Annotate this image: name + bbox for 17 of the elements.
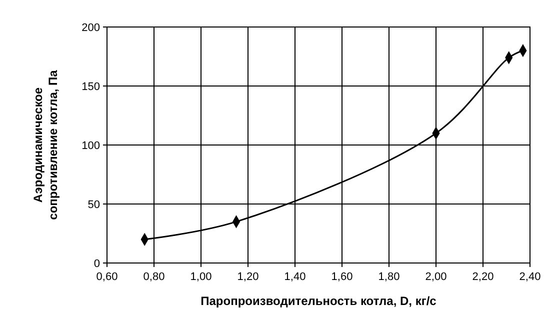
y-tick-label: 100 [82, 140, 100, 152]
x-tick-label: 0,60 [96, 271, 118, 283]
x-tick-label: 0,80 [143, 271, 165, 283]
x-tick-label: 2,40 [519, 271, 541, 283]
x-tick-label: 1,00 [190, 271, 212, 283]
x-tick-label: 2,20 [472, 271, 494, 283]
y-tick-label: 0 [94, 258, 100, 270]
y-axis-title: Аэродинамическое сопротивление котла, Па [31, 70, 60, 220]
y-tick-label: 50 [88, 199, 100, 211]
x-tick-label: 1,60 [331, 271, 353, 283]
x-tick-label: 1,40 [284, 271, 306, 283]
x-tick-label: 2,00 [425, 271, 447, 283]
y-tick-label: 150 [82, 81, 100, 93]
x-tick-label: 1,20 [237, 271, 259, 283]
x-axis-title: Паропроизводительность котла, D, кг/с [200, 294, 437, 308]
y-tick-label: 200 [82, 22, 100, 34]
x-tick-label: 1,80 [378, 271, 400, 283]
